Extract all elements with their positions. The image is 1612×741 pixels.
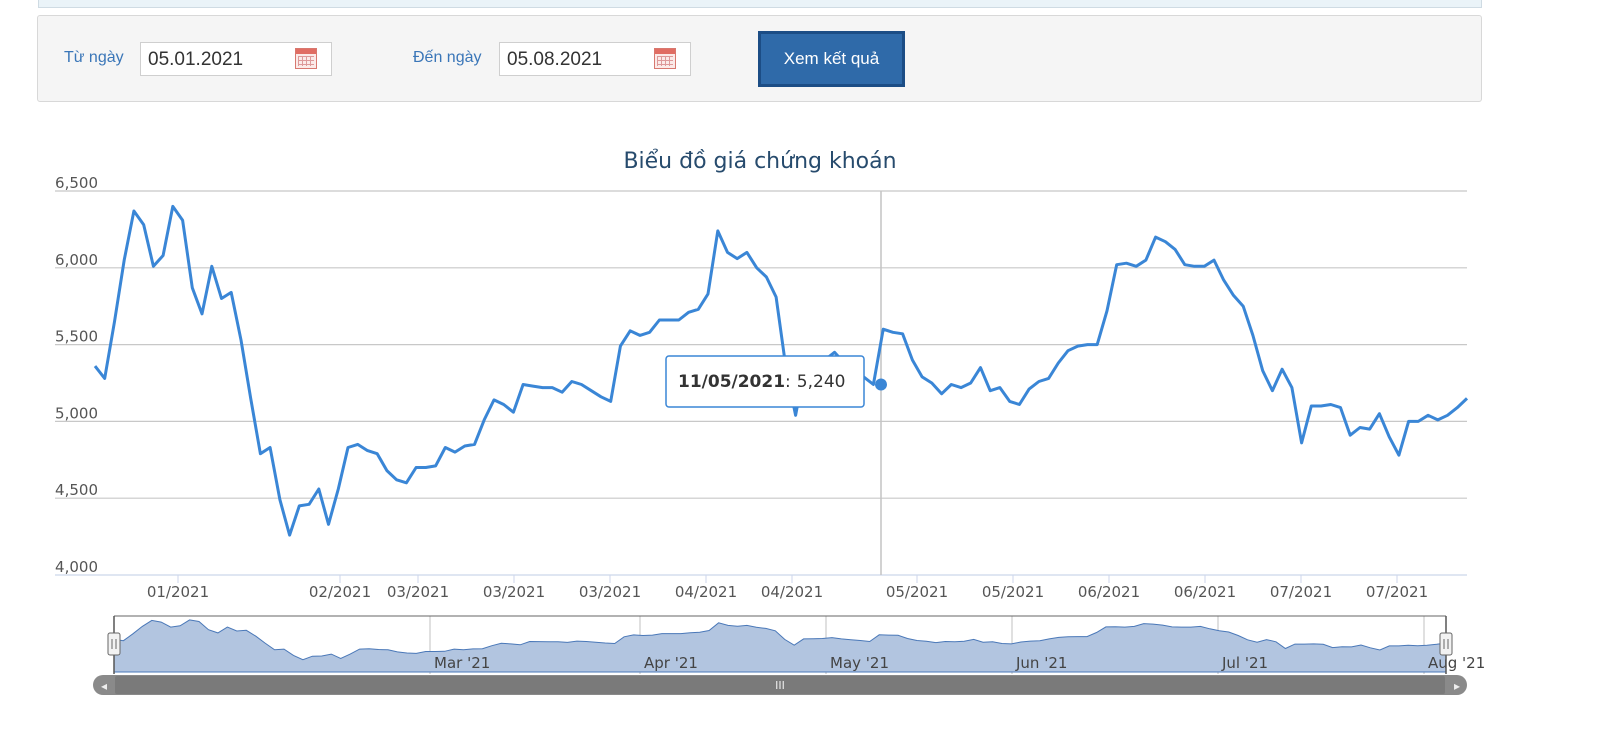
from-date-field[interactable] [140, 42, 332, 76]
y-axis-ticks: 4,000 4,500 5,000 5,500 6,000 6,500 [55, 174, 98, 576]
x-tick-label: 03/2021 [483, 583, 545, 601]
tooltip: 11/05/2021: 5,240 [665, 355, 865, 408]
navigator-left-handle[interactable] [107, 616, 121, 674]
navigator-label: Aug '21 [1428, 654, 1485, 672]
calendar-icon[interactable] [295, 48, 317, 69]
x-tick-label: 07/2021 [1270, 583, 1332, 601]
to-date-input[interactable] [505, 48, 649, 72]
svg-text:11/05/2021:5,240: 11/05/2021: 5,240 [678, 372, 845, 392]
x-tick-label: 05/2021 [886, 583, 948, 601]
y-tick-label: 5,500 [55, 328, 98, 346]
view-results-button[interactable]: Xem kết quả [758, 31, 905, 87]
y-tick-label: 4,000 [55, 558, 98, 576]
navigator-right-handle[interactable] [1439, 616, 1453, 674]
grid-lines [55, 190, 1467, 576]
y-tick-label: 6,500 [55, 174, 98, 192]
x-tick-label: 07/2021 [1366, 583, 1428, 601]
x-tick-label: 03/2021 [387, 583, 449, 601]
x-tick-label: 06/2021 [1174, 583, 1236, 601]
y-tick-label: 4,500 [55, 481, 98, 499]
scroll-right-arrow[interactable]: ▸ [1454, 679, 1460, 693]
scrollbar[interactable]: ◂ ▸ III [93, 675, 1467, 695]
to-date-label: Đến ngày [413, 49, 482, 66]
navigator-labels: Mar '21 Apr '21 May '21 Jun '21 Jul '21 Aug '… [434, 654, 1485, 672]
scrollbar-thumb[interactable] [115, 676, 1445, 694]
navigator-series-area [113, 619, 1447, 673]
tooltip-box [665, 355, 865, 408]
y-tick-label: 5,000 [55, 404, 98, 422]
scrollbar-grip[interactable]: III [775, 679, 785, 692]
x-axis-ticks: 01/2021 02/2021 03/2021 03/2021 03/2021 04/20… [147, 575, 1428, 601]
top-info-strip [38, 0, 1482, 8]
navigator-label: May '21 [830, 654, 889, 672]
from-date-input[interactable] [146, 48, 290, 72]
navigator-label: Jul '21 [1221, 654, 1268, 672]
price-series-line[interactable] [93, 204, 1469, 537]
x-tick-label: 05/2021 [982, 583, 1044, 601]
tooltip-value: 5,240 [797, 372, 846, 392]
tooltip-point-marker[interactable] [875, 378, 887, 391]
x-tick-label: 04/2021 [675, 583, 737, 601]
to-date-field[interactable] [499, 42, 691, 76]
y-tick-label: 6,000 [55, 251, 98, 269]
navigator-label: Jun '21 [1015, 654, 1067, 672]
x-tick-label: 01/2021 [147, 583, 209, 601]
navigator-label: Mar '21 [434, 654, 490, 672]
calendar-icon[interactable] [654, 48, 676, 69]
tooltip-separator: : [785, 372, 791, 392]
scroll-left-arrow[interactable]: ◂ [101, 679, 107, 693]
x-tick-label: 06/2021 [1078, 583, 1140, 601]
navigator-label: Apr '21 [644, 654, 698, 672]
from-date-label: Từ ngày [64, 49, 124, 66]
tooltip-date: 11/05/2021 [678, 372, 785, 392]
navigator[interactable]: Mar '21 Apr '21 May '21 Jun '21 Jul '21 Aug '… [107, 614, 1485, 674]
x-tick-label: 03/2021 [579, 583, 641, 601]
chart-title: Biểu đồ giá chứng khoán [623, 149, 896, 174]
x-tick-label: 04/2021 [761, 583, 823, 601]
x-tick-label: 02/2021 [309, 583, 371, 601]
